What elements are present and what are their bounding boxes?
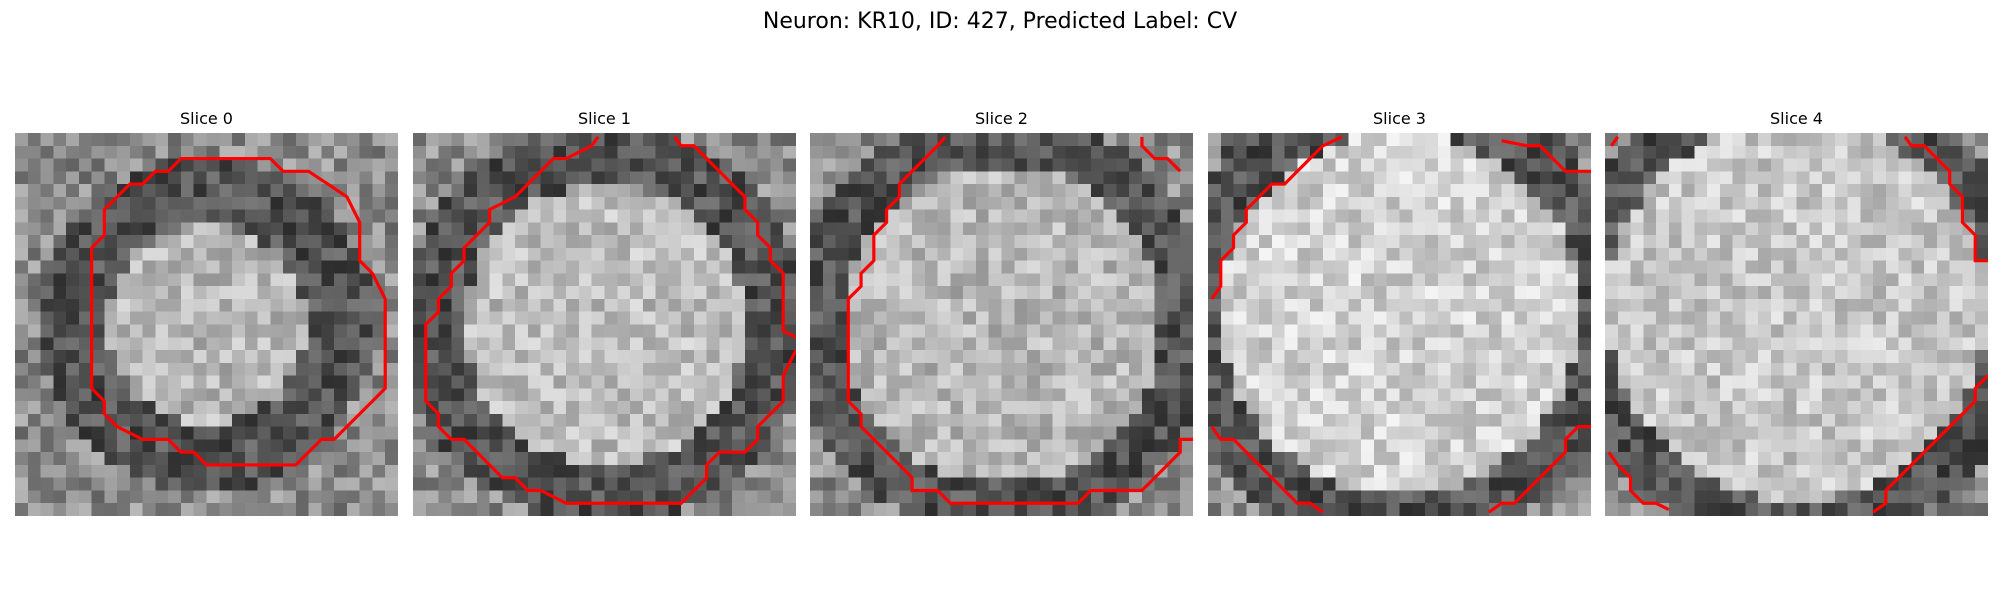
contour-line [1607, 451, 1670, 512]
slice-title: Slice 0 [180, 109, 233, 128]
contour-line [1501, 139, 1591, 173]
pixel-grid [1605, 133, 1988, 516]
contour-line [90, 156, 387, 467]
slice-image [1208, 133, 1591, 516]
contour-line [1140, 136, 1182, 173]
pixel-grid [15, 133, 398, 516]
contour-line [424, 135, 796, 505]
pixel-grid [413, 133, 796, 516]
contour-line [1487, 425, 1591, 514]
contour-line [1903, 135, 1988, 263]
contour-line [1610, 135, 1620, 147]
slice-panel-3: Slice 3 [1208, 108, 1591, 516]
slice-title: Slice 1 [578, 109, 631, 128]
slice-panel-1: Slice 1 [413, 108, 796, 516]
slice-image [15, 133, 398, 516]
pixel-grid [1208, 133, 1591, 516]
contour-line [846, 135, 1193, 505]
figure-title: Neuron: KR10, ID: 427, Predicted Label: … [762, 9, 1238, 34]
contour-line [1872, 374, 1988, 514]
slice-image [1605, 133, 1988, 516]
contour-line [673, 135, 796, 339]
slice-image [810, 133, 1193, 516]
slice-title: Slice 3 [1373, 109, 1426, 128]
contour-line [1210, 425, 1324, 514]
slice-panel-0: Slice 0 [15, 108, 398, 516]
slice-title: Slice 4 [1770, 109, 1823, 128]
slice-panel-2: Slice 2 [810, 108, 1193, 516]
slice-panel-4: Slice 4 [1605, 108, 1988, 516]
contour-line [1210, 135, 1343, 300]
slice-image [413, 133, 796, 516]
slice-title: Slice 2 [975, 109, 1028, 128]
pixel-grid [810, 133, 1193, 516]
